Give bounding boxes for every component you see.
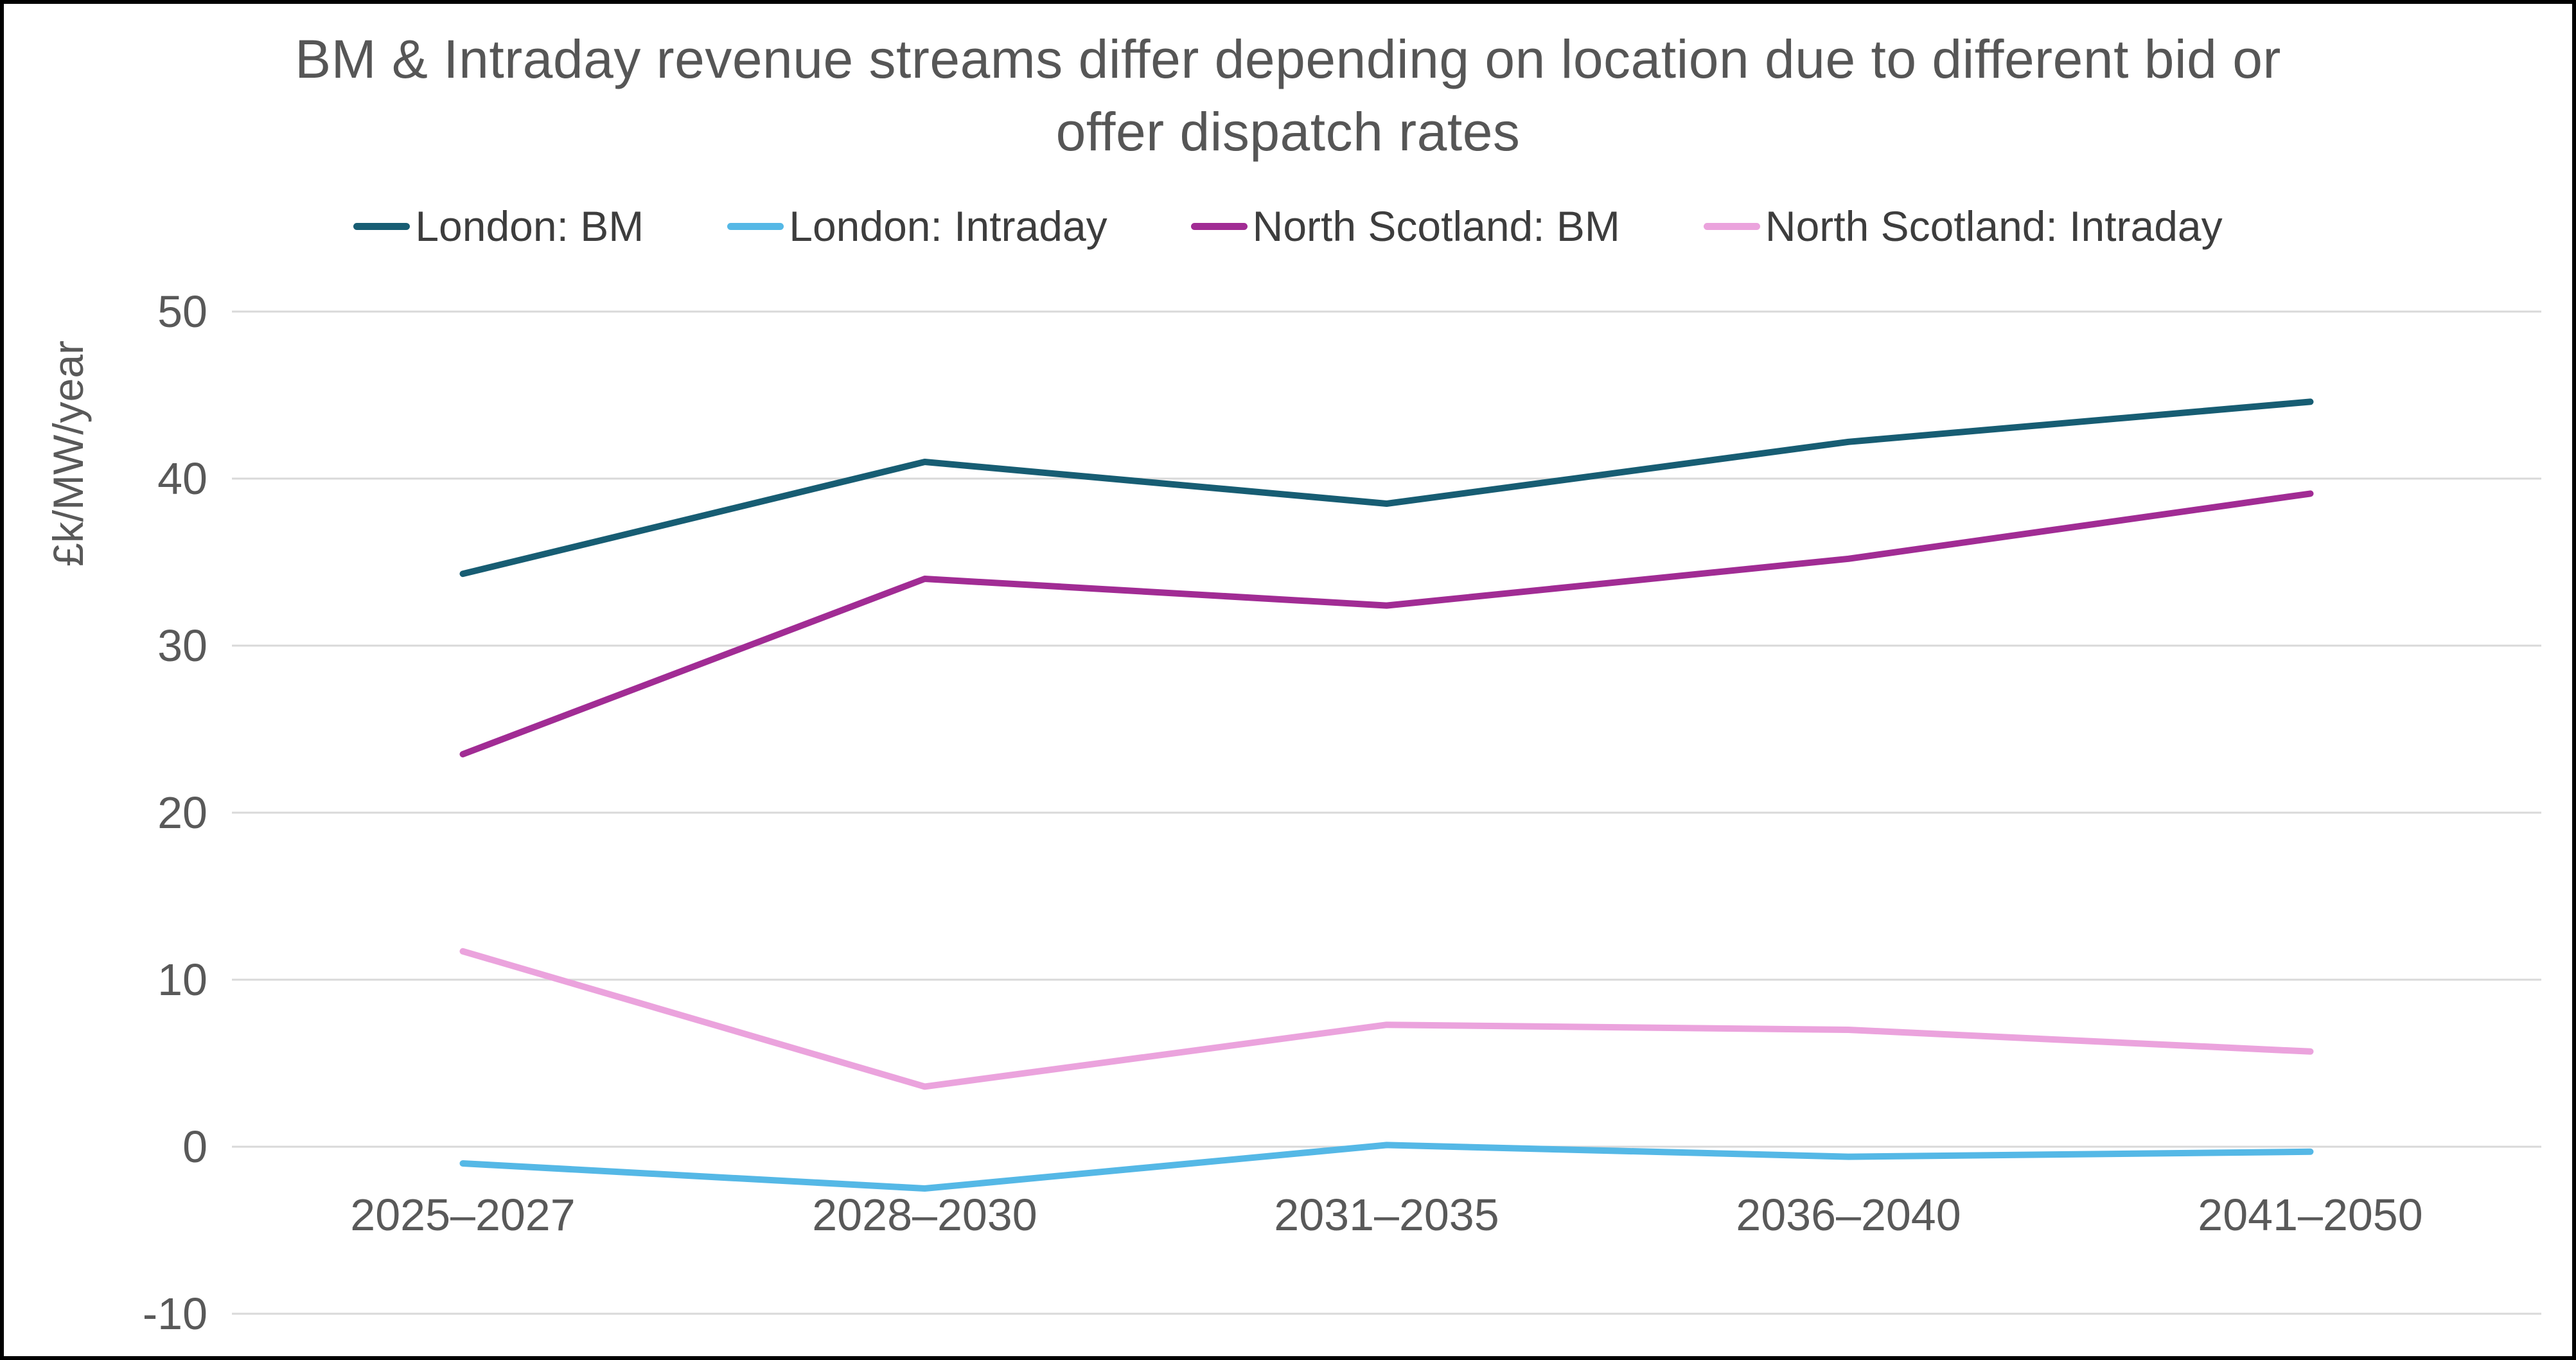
series-line-north-scotland-bm	[459, 490, 2314, 757]
legend-label-london-intraday: London: Intraday	[789, 202, 1107, 250]
legend-label-north-scotland-bm: North Scotland: BM	[1252, 202, 1620, 250]
legend-label-north-scotland-intraday: North Scotland: Intraday	[1765, 202, 2223, 250]
y-tick-label-20: 20	[157, 788, 207, 838]
legend-swatch-london-bm	[353, 222, 410, 230]
series-line-london-intraday	[459, 1142, 2314, 1192]
y-tick-label--10: -10	[143, 1289, 207, 1339]
chart-plot-area: -10 0 10 20 30 40 50 2025–2027 2028–2030 2031–203…	[44, 287, 2541, 1339]
legend-swatch-north-scotland-bm	[1190, 222, 1248, 230]
legend-swatch-north-scotland-intraday	[1703, 222, 1760, 230]
x-tick-label-2036-2040: 2036–2040	[1736, 1190, 1961, 1240]
x-tick-label-2028-2030: 2028–2030	[812, 1190, 1037, 1240]
y-tick-label-0: 0	[182, 1122, 207, 1172]
chart-legend: London: BM London: Intraday North Scotla…	[4, 202, 2572, 251]
y-tick-label-30: 30	[157, 621, 207, 671]
x-tick-label-2041-2050: 2041–2050	[2198, 1190, 2422, 1240]
legend-item-north-scotland-bm: North Scotland: BM	[1190, 202, 1620, 251]
y-axis-label: £k/MW/year	[44, 340, 92, 567]
x-tick-label-2031-2035: 2031–2035	[1274, 1190, 1499, 1240]
x-tick-label-2025-2027: 2025–2027	[350, 1190, 575, 1240]
legend-label-london-bm: London: BM	[415, 202, 644, 250]
legend-item-london-bm: London: BM	[353, 202, 644, 251]
legend-item-north-scotland-intraday: North Scotland: Intraday	[1703, 202, 2223, 251]
legend-item-london-intraday: London: Intraday	[727, 202, 1107, 251]
y-tick-label-50: 50	[157, 287, 207, 337]
chart-title: BM & Intraday revenue streams differ dep…	[295, 29, 2281, 163]
y-tick-label-10: 10	[157, 955, 207, 1005]
series-line-london-bm	[459, 398, 2314, 578]
legend-swatch-london-intraday	[727, 222, 784, 230]
y-tick-label-40: 40	[157, 454, 207, 504]
series-line-north-scotland-intraday	[459, 948, 2314, 1090]
